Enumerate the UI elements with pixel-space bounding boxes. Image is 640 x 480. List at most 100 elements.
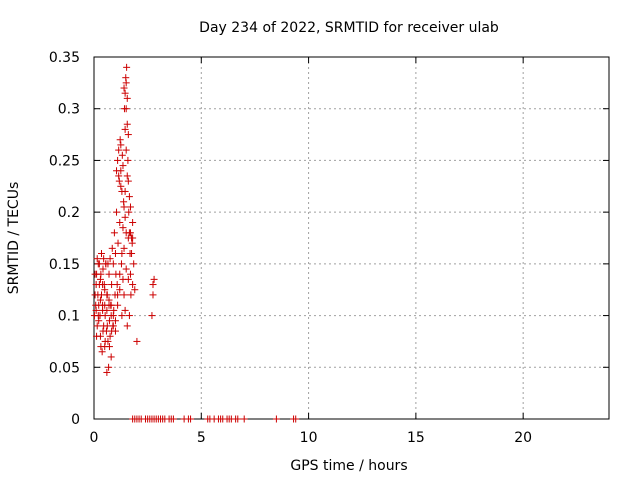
data-point	[101, 286, 109, 294]
data-point	[121, 306, 129, 314]
data-point	[128, 250, 136, 258]
y-tick-label: 0.25	[49, 153, 80, 169]
data-point	[234, 415, 242, 423]
data-points	[90, 63, 300, 423]
grid-lines	[94, 57, 609, 419]
data-point	[114, 239, 122, 247]
data-point	[122, 265, 130, 273]
data-point	[105, 270, 113, 278]
data-point	[292, 415, 300, 423]
data-point	[126, 229, 134, 237]
y-tick-label: 0.05	[49, 360, 80, 376]
data-point	[96, 296, 104, 304]
data-point	[130, 260, 138, 268]
data-point	[113, 208, 121, 216]
y-tick-label: 0.2	[58, 205, 80, 221]
data-point	[125, 208, 133, 216]
data-point	[92, 306, 100, 314]
x-tick-label: 10	[300, 430, 318, 446]
data-point	[123, 120, 131, 128]
data-point	[105, 301, 113, 309]
data-point	[117, 141, 125, 149]
data-point	[109, 322, 117, 330]
data-point	[105, 363, 113, 371]
data-point	[169, 415, 177, 423]
data-point	[106, 332, 114, 340]
data-point	[124, 131, 132, 139]
data-point	[103, 291, 111, 299]
data-point	[123, 322, 131, 330]
data-point	[107, 312, 115, 320]
data-point	[120, 203, 128, 211]
y-tick-label: 0.3	[58, 102, 80, 118]
data-point	[121, 89, 129, 97]
data-point	[115, 146, 123, 154]
data-point	[129, 234, 137, 242]
data-point	[101, 337, 109, 345]
plot-frame	[93, 56, 610, 420]
data-point	[115, 177, 123, 185]
data-point	[126, 270, 134, 278]
data-point	[93, 255, 101, 263]
x-tick-label: 20	[514, 430, 532, 446]
data-point	[240, 415, 248, 423]
data-point	[99, 265, 107, 273]
y-tick-label: 0.35	[49, 50, 80, 66]
data-point	[114, 301, 122, 309]
data-point	[101, 312, 109, 320]
y-tick-label: 0.1	[58, 309, 80, 325]
data-point	[116, 286, 124, 294]
data-point	[122, 146, 130, 154]
x-tick-label: 15	[407, 430, 425, 446]
data-point	[100, 255, 108, 263]
data-point	[91, 270, 99, 278]
data-point	[122, 79, 130, 87]
data-point	[119, 162, 127, 170]
data-point	[116, 136, 124, 144]
data-point	[96, 275, 104, 283]
data-point	[111, 317, 119, 325]
data-point	[118, 151, 126, 159]
y-axis-label: SRMTID / TECUs	[6, 182, 22, 295]
data-point	[103, 368, 111, 376]
data-point	[103, 306, 111, 314]
data-point	[121, 187, 129, 195]
data-point	[111, 250, 119, 258]
data-point	[117, 182, 125, 190]
data-point	[126, 203, 134, 211]
chart-title: Day 234 of 2022, SRMTID for receiver ula…	[199, 20, 499, 36]
data-point	[93, 332, 101, 340]
data-point	[98, 348, 106, 356]
data-point	[131, 286, 139, 294]
data-point	[148, 312, 156, 320]
data-point	[99, 281, 107, 289]
data-point	[129, 218, 137, 226]
data-point	[187, 415, 195, 423]
data-point	[104, 260, 112, 268]
data-point	[149, 281, 157, 289]
data-point	[98, 250, 106, 258]
data-point	[116, 270, 124, 278]
data-point	[125, 312, 133, 320]
data-point	[122, 105, 130, 113]
data-point	[108, 327, 116, 335]
data-point	[149, 291, 157, 299]
data-point	[103, 322, 111, 330]
data-point	[150, 275, 158, 283]
data-point	[95, 317, 103, 325]
data-point	[105, 317, 113, 325]
data-point	[125, 193, 133, 201]
data-point	[114, 156, 122, 164]
data-point	[124, 275, 132, 283]
data-point	[117, 260, 125, 268]
data-point	[272, 415, 280, 423]
data-point	[113, 167, 121, 175]
data-point	[133, 337, 141, 345]
data-point	[115, 172, 123, 180]
data-point	[124, 156, 132, 164]
data-point	[99, 327, 107, 335]
x-tick-label: 0	[90, 430, 99, 446]
data-point	[123, 63, 131, 71]
y-tick-label: 0.15	[49, 257, 80, 273]
